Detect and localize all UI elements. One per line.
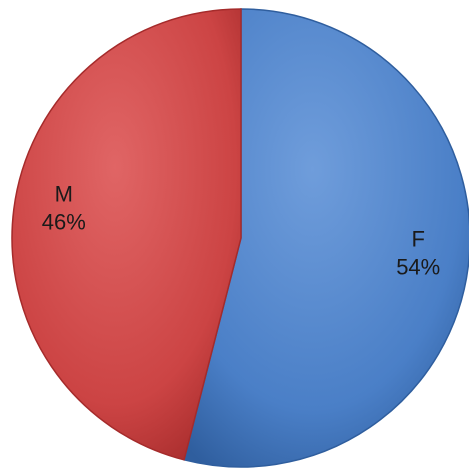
slice-percent-label-m: 46% xyxy=(42,210,86,235)
slice-category-label-m: M xyxy=(55,182,73,207)
slice-category-label-f: F xyxy=(411,226,424,251)
slice-percent-label-f: 54% xyxy=(396,254,440,279)
pie-slice-f xyxy=(183,8,469,468)
pie-slice-m xyxy=(11,8,242,461)
slices-layer xyxy=(11,8,469,468)
labels-layer: F 54% M 46% xyxy=(42,182,440,280)
